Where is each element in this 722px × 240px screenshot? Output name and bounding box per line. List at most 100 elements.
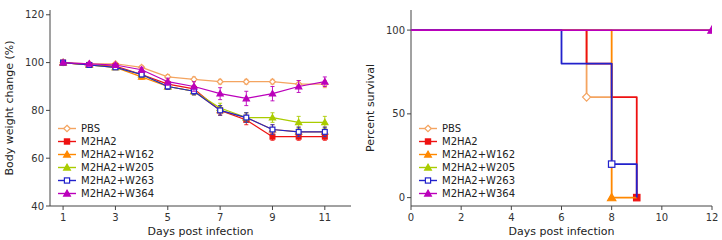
error-cap bbox=[218, 105, 222, 106]
y-tick-label: 60 bbox=[31, 153, 44, 164]
x-tick bbox=[661, 206, 662, 210]
x-tick-label: 7 bbox=[217, 212, 223, 223]
point bbox=[60, 59, 66, 64]
legend-swatch-marker bbox=[64, 151, 71, 157]
x-tick bbox=[511, 206, 512, 210]
point bbox=[243, 114, 249, 119]
error-cap bbox=[323, 140, 327, 141]
point bbox=[243, 114, 249, 119]
series bbox=[411, 30, 637, 201]
x-tick bbox=[712, 206, 713, 210]
x-tick-label: 5 bbox=[165, 212, 171, 223]
y-axis bbox=[50, 10, 51, 206]
legend-swatch-marker bbox=[64, 164, 71, 170]
x-tick bbox=[272, 206, 273, 210]
error-cap bbox=[244, 122, 248, 123]
series bbox=[61, 60, 328, 136]
error-cap bbox=[218, 115, 222, 116]
legend-swatch-marker bbox=[64, 178, 69, 183]
error-cap bbox=[192, 91, 196, 92]
legend-label: M2HA2+W205 bbox=[81, 162, 154, 173]
error-bar bbox=[323, 127, 327, 137]
error-cap bbox=[166, 85, 170, 86]
series-line bbox=[411, 29, 712, 31]
legend-swatch-marker bbox=[64, 139, 69, 144]
error-cap bbox=[192, 81, 196, 82]
error-cap bbox=[270, 134, 274, 135]
legend-label: M2HA2+W205 bbox=[442, 162, 515, 173]
legend: PBSM2HA2M2HA2+W162M2HA2+W205M2HA2+W263M2… bbox=[58, 123, 154, 199]
error-cap bbox=[297, 80, 301, 81]
legend-label: M2HA2+W162 bbox=[81, 149, 154, 160]
error-cap bbox=[323, 86, 327, 87]
series-line bbox=[63, 63, 325, 99]
point bbox=[243, 79, 249, 85]
x-axis-label: Days post infection bbox=[148, 225, 254, 238]
error-cap bbox=[244, 112, 248, 113]
series bbox=[411, 30, 612, 101]
y-tick-label: 40 bbox=[31, 201, 44, 212]
point bbox=[296, 129, 302, 134]
legend-label: M2HA2+W162 bbox=[442, 149, 515, 160]
series-line bbox=[411, 30, 637, 198]
series bbox=[60, 59, 328, 136]
legend-swatch-marker bbox=[425, 139, 430, 144]
series-line bbox=[63, 63, 325, 132]
legend-label: M2HA2+W364 bbox=[81, 188, 154, 199]
error-cap bbox=[192, 94, 196, 95]
error-cap bbox=[297, 116, 301, 117]
error-cap bbox=[244, 122, 248, 123]
y-tick bbox=[46, 158, 50, 159]
point bbox=[60, 59, 66, 64]
error-cap bbox=[244, 91, 248, 92]
error-cap bbox=[323, 136, 327, 137]
x-tick-label: 1 bbox=[60, 212, 66, 223]
censor-marker bbox=[583, 93, 591, 101]
error-cap bbox=[297, 140, 301, 141]
error-cap bbox=[270, 86, 274, 87]
x-tick bbox=[561, 206, 562, 210]
point bbox=[139, 72, 144, 77]
point bbox=[165, 79, 171, 84]
point bbox=[269, 79, 275, 85]
x-tick bbox=[167, 206, 168, 210]
error-cap bbox=[218, 99, 222, 100]
series bbox=[61, 60, 328, 140]
y-tick bbox=[407, 197, 411, 198]
x-tick bbox=[115, 206, 116, 210]
legend-label: M2HA2+W364 bbox=[442, 188, 515, 199]
point bbox=[191, 83, 197, 88]
point bbox=[269, 91, 275, 96]
error-cap bbox=[244, 112, 248, 113]
legend-swatch-marker bbox=[64, 125, 71, 132]
point bbox=[244, 115, 249, 120]
point bbox=[61, 60, 66, 65]
error-cap bbox=[270, 124, 274, 125]
y-tick-label: 0 bbox=[399, 192, 405, 203]
error-cap bbox=[270, 124, 274, 125]
error-cap bbox=[218, 87, 222, 88]
legend-label: PBS bbox=[442, 123, 461, 134]
error-cap bbox=[297, 127, 301, 128]
legend-label: M2HA2+W263 bbox=[442, 175, 515, 186]
point bbox=[218, 108, 223, 113]
point bbox=[138, 67, 144, 72]
x-tick-label: 6 bbox=[558, 212, 564, 223]
y-tick bbox=[46, 14, 50, 15]
legend-swatch-marker bbox=[425, 151, 432, 157]
x-tick-label: 2 bbox=[458, 212, 464, 223]
error-cap bbox=[218, 105, 222, 106]
point bbox=[322, 130, 327, 135]
error-cap bbox=[192, 81, 196, 82]
y-tick-label: 100 bbox=[25, 57, 44, 68]
x-tick-label: 9 bbox=[269, 212, 275, 223]
point bbox=[61, 60, 66, 65]
chart-root: 1357911406080100120Days post infectionBo… bbox=[0, 0, 722, 240]
error-bar bbox=[140, 72, 144, 77]
error-cap bbox=[297, 80, 301, 81]
x-axis bbox=[50, 206, 351, 207]
y-tick-label: 50 bbox=[392, 108, 405, 119]
legend-swatch-marker bbox=[425, 178, 430, 183]
error-cap bbox=[270, 140, 274, 141]
legend-swatch-marker bbox=[64, 190, 71, 196]
